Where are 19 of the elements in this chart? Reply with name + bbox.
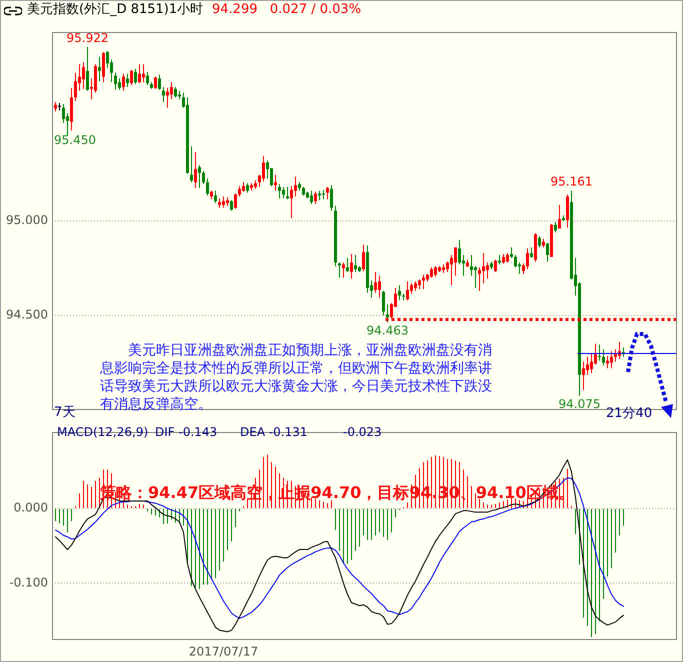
- chart-subtitle: 94.299 0.027 / 0.03%: [212, 2, 362, 18]
- annotation: DEA -0.131: [240, 425, 308, 440]
- annotation: 95.922: [66, 31, 109, 46]
- chart-title: 美元指数(外汇_D 8151)1小时: [27, 2, 204, 18]
- annotation: 7天: [54, 404, 76, 420]
- y-tick-label: 0.000: [14, 500, 48, 515]
- annotation: 95.450: [54, 133, 96, 148]
- annotation: 94.463: [366, 324, 409, 338]
- annotation: 95.161: [550, 174, 593, 189]
- annotation: -0.023: [343, 425, 382, 440]
- y-tick-label: 95.000: [6, 213, 48, 228]
- y-tick-label: 94.500: [6, 308, 48, 322]
- y-tick-label: -0.100: [9, 575, 48, 590]
- x-tick-label: 2017/07/17: [188, 644, 258, 658]
- annotation: 94.075: [558, 396, 601, 411]
- chart-title: MACD(12,26,9): [57, 425, 148, 440]
- annotation: 21分40: [606, 406, 652, 421]
- annotation: DIF -0.143: [155, 425, 218, 440]
- annotation: 美元昨日亚洲盘欧洲盘正如预期上涨，亚洲盘欧洲盘没有消息影响完全是技术性的反弹所以正常，但欧洲下午盘欧洲利率讲话导致美元大跌所以欧元大涨黄金大涨，今日美元技术性下跌没有消息反弹高空。: [99, 342, 492, 413]
